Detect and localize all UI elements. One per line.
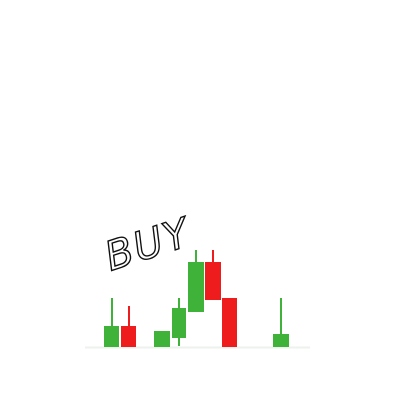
candle-green [273, 298, 289, 347]
candle-red [121, 306, 136, 347]
buy-label: BUY [99, 209, 198, 280]
candle-red [222, 298, 237, 347]
candle-red [205, 250, 221, 300]
candle-green [104, 298, 119, 347]
candle-green [188, 250, 204, 312]
candles [104, 250, 289, 347]
candle-green [154, 331, 170, 347]
candle-green [172, 298, 186, 346]
